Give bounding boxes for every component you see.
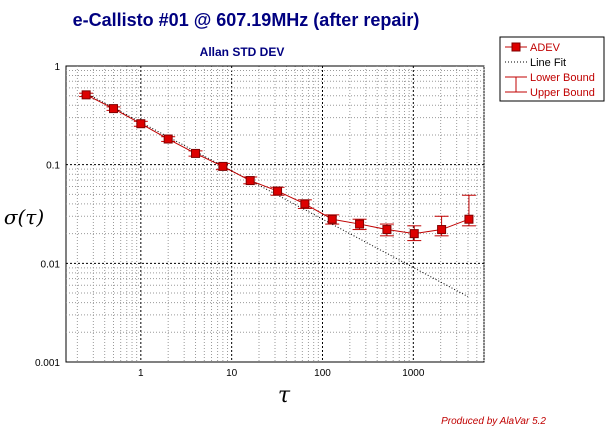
legend-label: Line Fit [530, 57, 566, 69]
legend-label: Upper Bound [530, 87, 595, 99]
chart-title: e-Callisto #01 @ 607.19MHz (after repair… [73, 10, 420, 30]
adev-point [464, 214, 474, 224]
adev-point [382, 225, 392, 235]
plot-area: 1 10 100 1000 1 0.1 0.01 0.001 [35, 62, 485, 379]
chart-subtitle: Allan STD DEV [200, 45, 285, 59]
legend: ADEV Line Fit Lower Bound Upper Bound [499, 36, 605, 102]
footer-credit: Produced by AlaVar 5.2 [441, 416, 546, 427]
adev-point [108, 104, 118, 114]
legend-label: ADEV [530, 42, 561, 54]
adev-point [81, 90, 91, 100]
y-axis-label: σ(τ) [4, 205, 44, 229]
adev-point [355, 219, 365, 229]
adev-point [163, 134, 173, 144]
adev-point [136, 119, 146, 129]
y-tick-label: 0.1 [46, 161, 60, 172]
legend-adev-marker [511, 42, 521, 52]
x-tick-label: 100 [314, 368, 331, 379]
adev-point [218, 161, 228, 171]
axis-ticks: 1 10 100 1000 1 0.1 0.01 0.001 [35, 62, 425, 379]
adev-point [327, 214, 337, 224]
grid [66, 65, 485, 363]
adev-point [300, 199, 310, 209]
y-tick-label: 0.001 [35, 358, 60, 369]
adev-point [273, 186, 283, 196]
adev-point [245, 176, 255, 186]
y-tick-label: 0.01 [41, 259, 61, 270]
x-tick-label: 10 [226, 368, 238, 379]
y-tick-label: 1 [54, 62, 60, 73]
series [81, 90, 474, 298]
legend-label: Lower Bound [530, 72, 595, 84]
adev-point [437, 225, 447, 235]
x-tick-label: 1000 [402, 368, 425, 379]
adev-point [409, 229, 419, 239]
x-axis-label: τ [278, 383, 291, 408]
adev-point [191, 148, 201, 158]
x-tick-label: 1 [138, 368, 144, 379]
